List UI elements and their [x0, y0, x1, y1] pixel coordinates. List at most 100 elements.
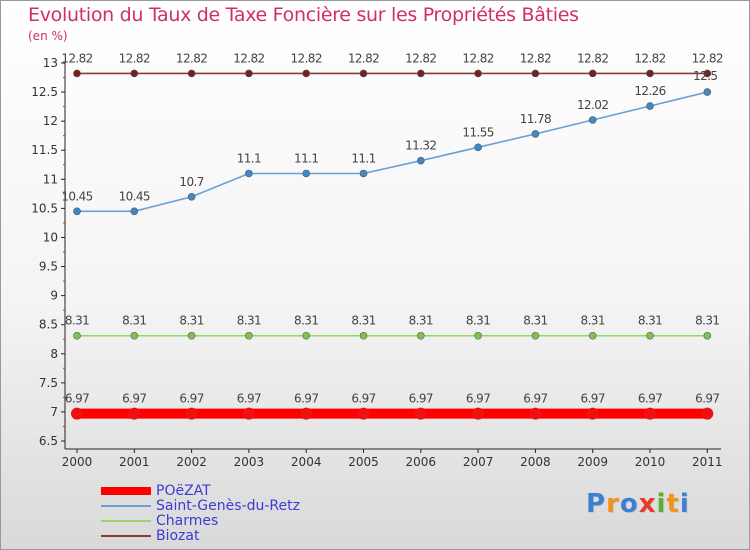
legend-item: POëZAT: [101, 484, 361, 499]
data-label: 8.31: [638, 314, 662, 328]
data-point: [130, 207, 139, 216]
data-label: 12.02: [577, 98, 608, 112]
legend: POëZAT Saint-Genès-du-Retz Charmes Bioza…: [101, 484, 361, 544]
data-label: 11.32: [405, 139, 436, 153]
x-tick-label: 2000: [62, 455, 93, 469]
data-point: [646, 331, 654, 340]
x-tick-label: 2003: [234, 455, 265, 469]
data-point: [245, 69, 253, 78]
data-label: 8.31: [695, 314, 719, 328]
data-point: [302, 331, 311, 340]
data-label: 12.82: [692, 51, 723, 65]
data-point: [586, 407, 599, 420]
data-label: 8.31: [466, 314, 490, 328]
data-label: 11.1: [351, 151, 375, 165]
data-label: 12.26: [634, 84, 665, 98]
data-point: [73, 331, 81, 340]
legend-swatch: [101, 505, 151, 507]
series-line: [76, 91, 709, 213]
y-tick-label: 12.5: [31, 85, 58, 99]
data-point: [529, 407, 542, 420]
data-point: [300, 407, 313, 420]
data-label: 11.55: [462, 125, 493, 139]
x-tick-label: 2010: [635, 455, 666, 469]
data-label: 8.31: [237, 314, 261, 328]
data-point: [128, 407, 141, 420]
data-label: 11.1: [237, 151, 261, 165]
y-tick-label: 9: [50, 289, 58, 303]
data-label: 12.82: [634, 51, 665, 65]
data-label: 8.31: [351, 314, 375, 328]
data-label: 12.82: [119, 51, 150, 65]
data-label: 6.97: [466, 392, 490, 406]
data-label: 6.97: [409, 392, 433, 406]
data-point: [187, 69, 196, 78]
y-tick-label: 7.5: [39, 376, 58, 390]
data-point: [701, 407, 714, 420]
legend-item: Biozat: [101, 529, 361, 544]
legend-label: Biozat: [156, 528, 200, 544]
y-tick-label: 10.5: [31, 201, 58, 215]
chart-title: Evolution du Taux de Taxe Foncière sur l…: [28, 4, 579, 26]
data-point: [416, 331, 425, 340]
data-point: [416, 69, 425, 78]
data-point: [472, 407, 485, 420]
y-tick-label: 6.5: [39, 434, 58, 448]
data-label: 8.31: [409, 314, 433, 328]
data-point: [531, 69, 540, 78]
data-point: [187, 192, 196, 201]
logo-letter: o: [619, 489, 639, 519]
data-point: [474, 143, 482, 152]
data-label: 8.31: [523, 314, 547, 328]
data-label: 10.7: [179, 175, 203, 189]
data-point: [646, 69, 654, 78]
data-point: [302, 169, 311, 178]
data-label: 8.31: [294, 314, 318, 328]
data-point: [646, 102, 654, 110]
data-label: 6.97: [65, 392, 89, 406]
data-point: [474, 69, 482, 78]
x-tick-label: 2004: [291, 455, 322, 469]
y-tick-label: 8: [50, 347, 58, 361]
data-label: 12.82: [61, 51, 92, 65]
y-tick-label: 13: [43, 56, 58, 70]
logo-letter: x: [638, 489, 657, 519]
logo-letter: r: [606, 489, 620, 519]
data-point: [359, 69, 368, 78]
data-point: [703, 88, 712, 96]
data-point: [474, 331, 482, 340]
y-tick-label: 10: [43, 230, 58, 244]
legend-swatch: [101, 520, 151, 522]
legend-swatch: [101, 535, 151, 537]
data-point: [359, 169, 368, 178]
legend-item: Charmes: [101, 514, 361, 529]
data-label: 6.97: [294, 392, 318, 406]
data-point: [588, 116, 597, 124]
data-label: 6.97: [179, 392, 203, 406]
data-label: 11.78: [520, 112, 551, 126]
series-layer: [71, 69, 714, 420]
data-point: [531, 130, 540, 138]
data-label: 12.82: [405, 51, 436, 65]
data-point: [245, 169, 253, 178]
x-tick-label: 2001: [119, 455, 150, 469]
data-point: [71, 407, 83, 420]
data-point: [242, 407, 255, 420]
data-label: 6.97: [695, 392, 719, 406]
data-label: 12.82: [577, 51, 608, 65]
data-point: [703, 69, 712, 78]
data-point: [357, 407, 370, 420]
data-label: 6.97: [122, 392, 146, 406]
x-tick-label: 2009: [577, 455, 608, 469]
legend-label: Saint-Genès-du-Retz: [156, 498, 300, 514]
data-label: 6.97: [581, 392, 605, 406]
data-point: [130, 331, 139, 340]
data-label: 6.97: [351, 392, 375, 406]
legend-label: Charmes: [156, 513, 219, 529]
data-label: 6.97: [638, 392, 662, 406]
data-point: [185, 407, 198, 420]
x-tick-label: 2005: [348, 455, 379, 469]
data-point: [245, 331, 253, 340]
logo-letter: i: [656, 489, 667, 519]
